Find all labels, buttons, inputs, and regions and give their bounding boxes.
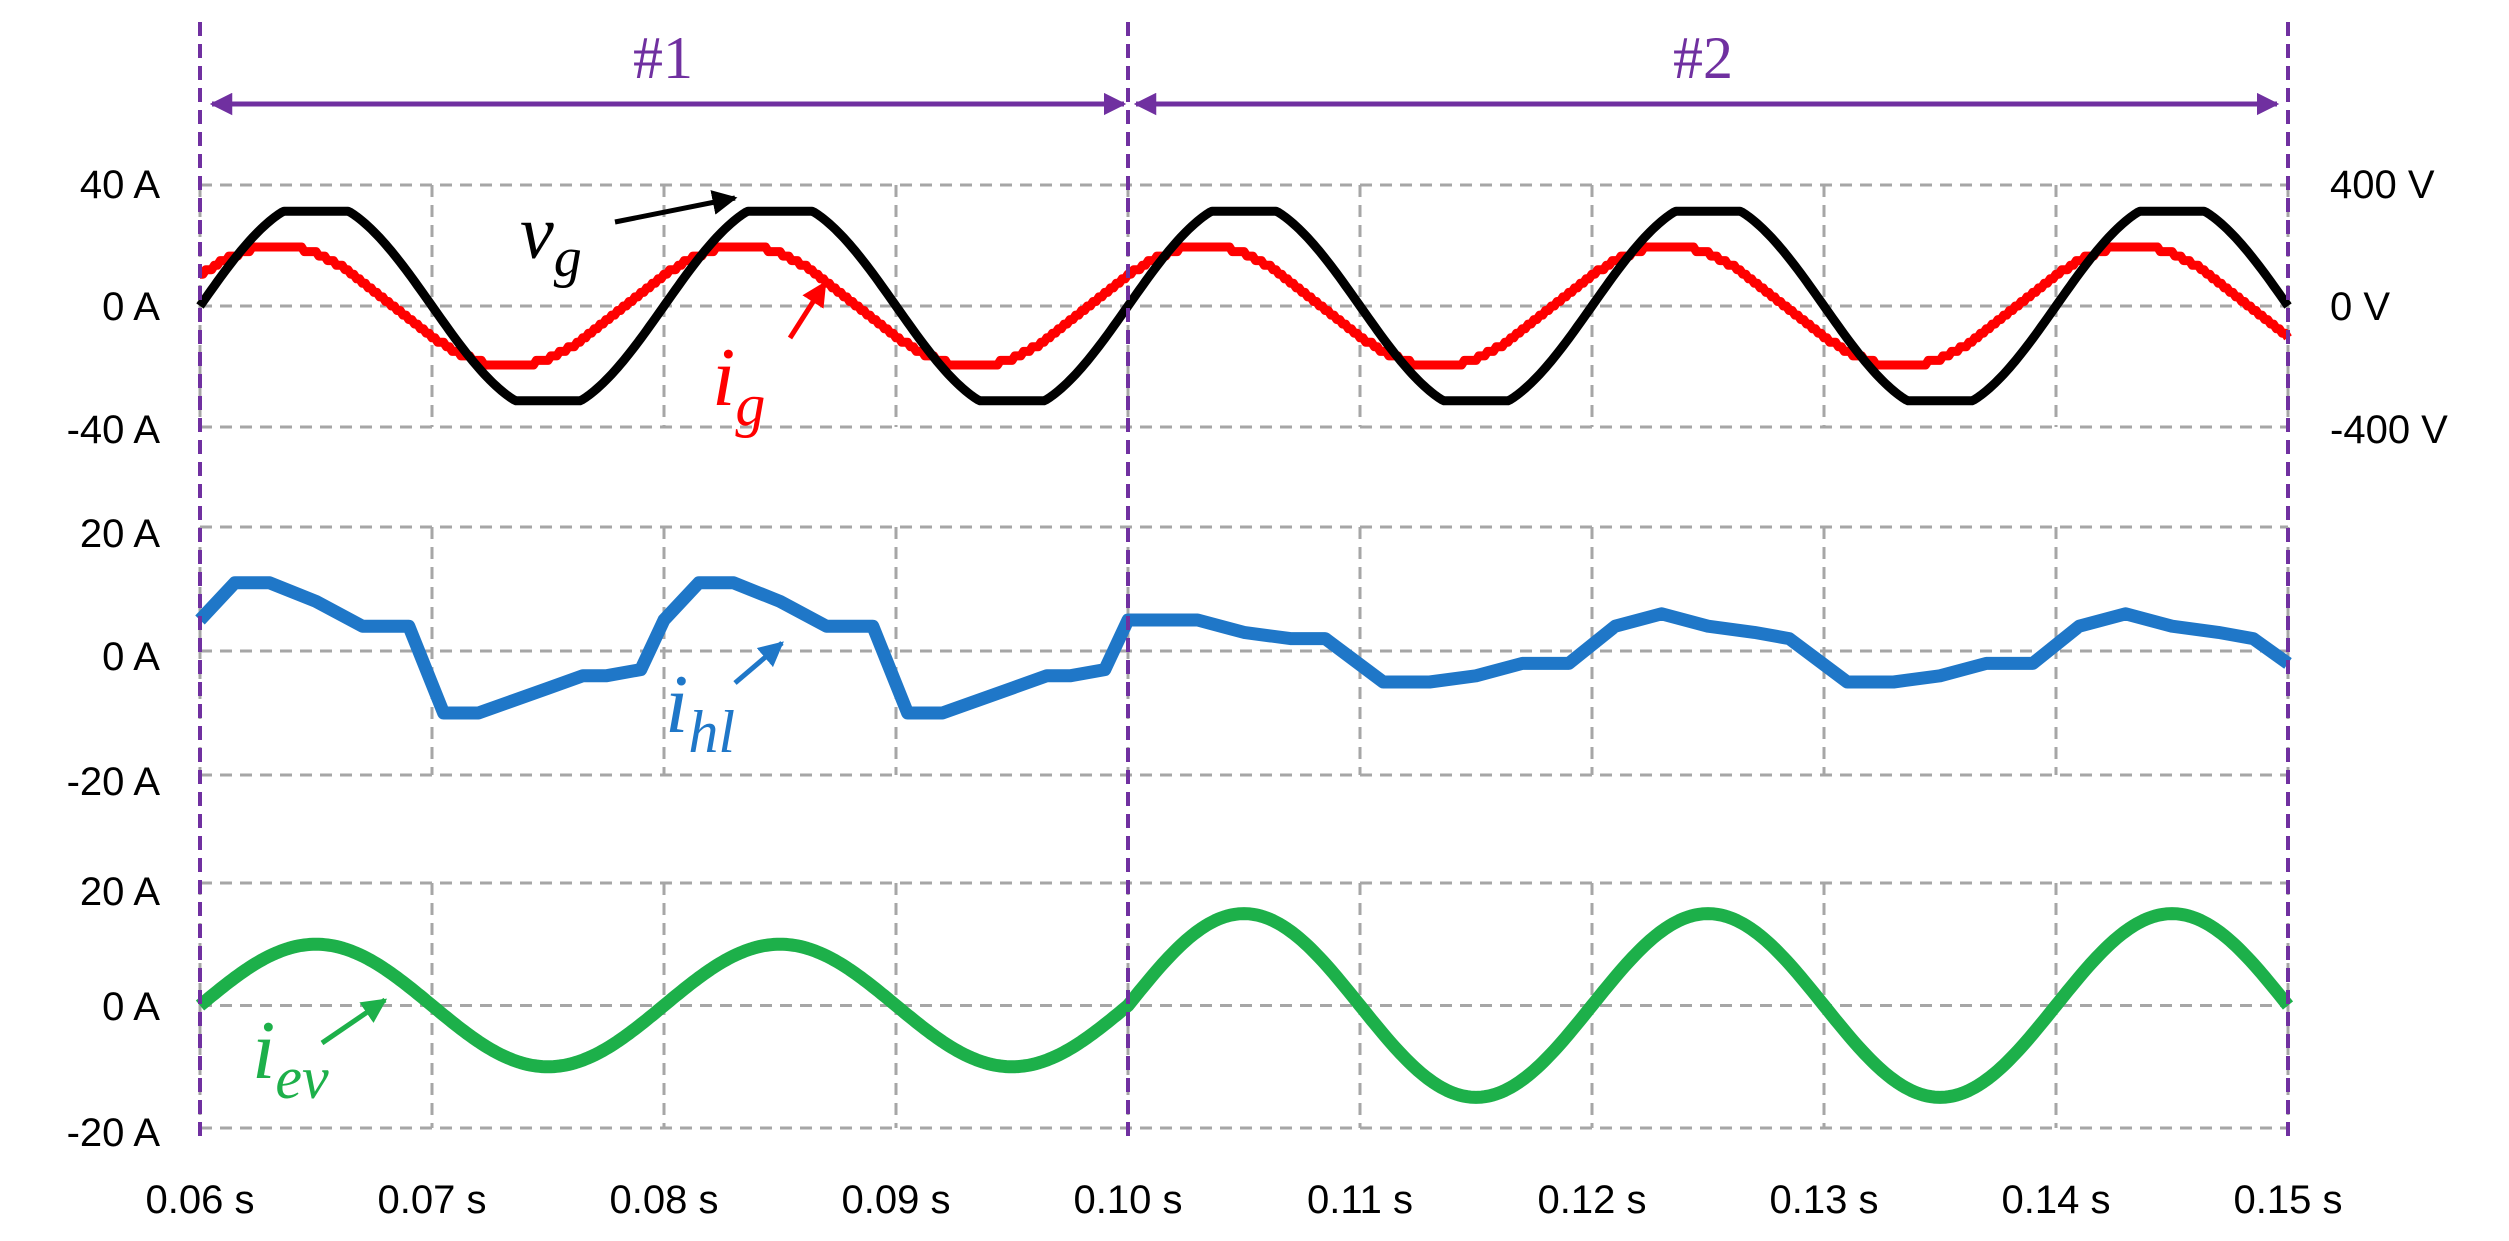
segment-boundaries [198,22,2290,1140]
xtick-9: 0.15 s [2234,1178,2343,1222]
segment-2-label: #2 [1673,25,1733,91]
xtick-6: 0.12 s [1538,1178,1647,1222]
iev-pointer-arrow [320,997,388,1046]
xtick-0: 0.06 s [146,1178,255,1222]
p3-ytick-top: 20 A [80,870,160,914]
xtick-4: 0.10 s [1074,1178,1183,1222]
p2-ytick-bottom: -20 A [67,760,161,804]
p1-right-ytick-bottom: -400 V [2330,408,2448,452]
xtick-5: 0.11 s [1307,1178,1413,1222]
p2-ytick-mid: 0 A [102,635,160,679]
p3-ytick-mid: 0 A [102,985,160,1029]
ig-series-line [198,242,2292,370]
p2-ytick-top: 20 A [80,512,160,556]
p1-ytick-mid: 0 A [102,285,160,329]
ig-label: ig [712,331,765,438]
xtick-1: 0.07 s [378,1178,487,1222]
ihl-pointer-arrow [733,641,784,685]
ihl-series-line [195,576,2292,720]
p3-ytick-bottom: -20 A [67,1111,161,1155]
p1-ytick-top: 40 A [80,163,160,207]
ig-pointer-arrow [787,280,828,340]
grid-lines [198,183,2290,1130]
iev-label: iev [252,1004,329,1111]
ihl-label: ihl [665,658,735,765]
p1-right-ytick-mid: 0 V [2330,285,2390,329]
xtick-8: 0.14 s [2002,1178,2111,1222]
vg-pointer-arrow [614,190,738,225]
p1-ytick-bottom: -40 A [67,408,161,452]
vg-series-line [196,206,2292,406]
x-axis-ticks: 0.06 s 0.07 s 0.08 s 0.09 s 0.10 s 0.11 … [146,1178,2343,1222]
vg-label: vg [520,191,582,289]
xtick-3: 0.09 s [842,1178,951,1222]
iev-series-line [195,907,2294,1104]
p1-right-ytick-top: 400 V [2330,163,2435,207]
xtick-2: 0.08 s [610,1178,719,1222]
xtick-7: 0.13 s [1770,1178,1879,1222]
segment-1-label: #1 [633,25,693,91]
